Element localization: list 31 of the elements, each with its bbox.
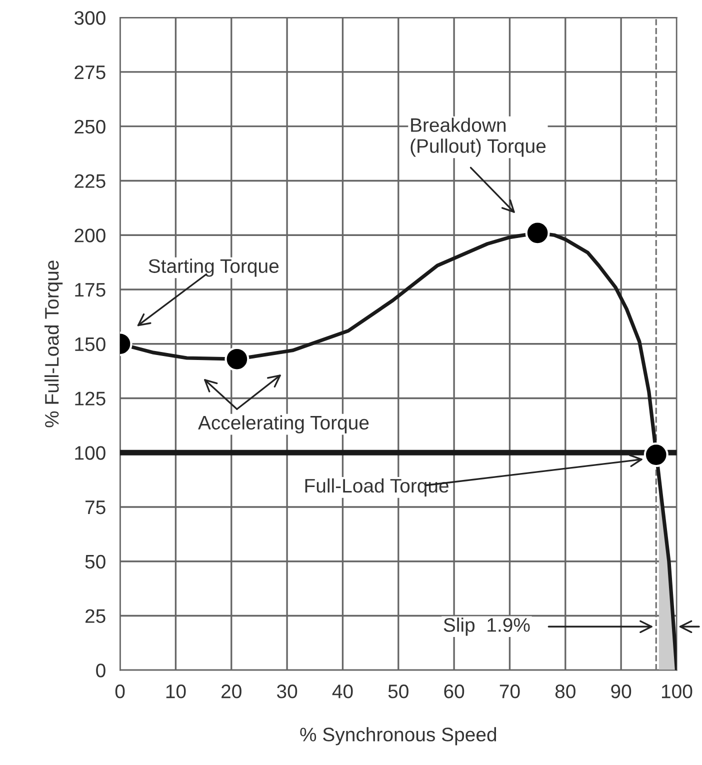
x-tick-label: 50 [388, 684, 408, 698]
x-tick-label: 90 [611, 684, 632, 698]
x-axis-title: % Synchronous Speed [300, 727, 496, 746]
y-tick-label: 200 [74, 228, 106, 242]
x-tick-label: 70 [500, 684, 520, 698]
y-tick-label: 75 [86, 500, 106, 514]
annotation: Breakdown (Pullout) Torque [410, 118, 546, 157]
x-tick-label: 60 [444, 684, 464, 698]
y-tick-label: 250 [74, 120, 106, 134]
y-axis-title: % Full-Load Torque [44, 260, 63, 428]
y-tick-label: 50 [85, 554, 106, 569]
y-tick-label: 275 [74, 65, 106, 80]
x-tick-label: 10 [166, 684, 186, 698]
y-tick-label: 300 [74, 11, 106, 25]
x-tick-label: 40 [332, 684, 353, 698]
x-tick-label: 80 [555, 684, 576, 698]
y-tick-label: 25 [86, 609, 106, 623]
x-tick-label: 0 [115, 684, 125, 698]
y-tick-label: 125 [75, 392, 106, 406]
x-tick-label: 100 [662, 684, 692, 698]
y-tick-label: 175 [75, 283, 106, 297]
y-tick-label: 150 [75, 337, 106, 352]
y-tick-label: 100 [75, 446, 106, 460]
x-tick-label: 20 [222, 684, 242, 698]
x-tick-label: 30 [276, 684, 298, 698]
annotation: Accelerating Torque [198, 415, 369, 434]
annotation: Slip 1.9% [444, 618, 530, 636]
y-tick-label: 0 [96, 664, 106, 678]
y-tick-label: 225 [74, 174, 106, 188]
annotation: Full-Load Torque [305, 478, 448, 496]
annotation: Starting Torque [148, 258, 279, 277]
